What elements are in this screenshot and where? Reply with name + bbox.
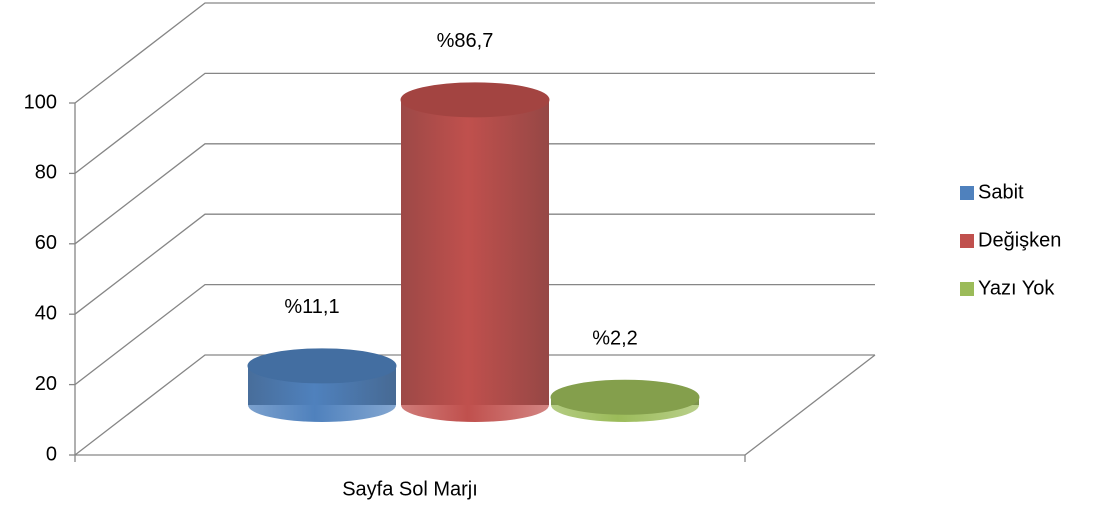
legend-swatch — [960, 186, 974, 200]
cylinder — [401, 99, 549, 422]
y-tick-label: 0 — [46, 443, 57, 465]
grid-line — [74, 72, 875, 174]
cylinder-top — [247, 348, 397, 384]
grid-line — [74, 2, 875, 104]
y-tick-label: 100 — [24, 91, 57, 113]
grid-line — [74, 143, 875, 245]
data-label: %11,1 — [284, 296, 339, 318]
legend-swatch — [960, 234, 974, 248]
y-tick-label: 40 — [35, 302, 57, 324]
y-tick-label: 60 — [35, 232, 57, 254]
grid-line — [74, 283, 875, 386]
data-label: %2,2 — [592, 328, 638, 350]
cylinder-top — [550, 379, 700, 415]
cylinder-top — [400, 82, 550, 118]
legend-label: Yazı Yok — [978, 277, 1055, 299]
floor — [744, 354, 876, 456]
legend-swatch — [960, 282, 974, 296]
y-tick-label: 20 — [35, 373, 57, 395]
grid-line — [74, 213, 875, 315]
grid-line — [74, 354, 875, 456]
legend-label: Sabit — [978, 181, 1024, 203]
data-label: %86,7 — [437, 30, 494, 52]
y-tick-label: 80 — [35, 162, 57, 184]
legend-label: Değişken — [978, 229, 1061, 251]
x-tick-label: Sayfa Sol Marjı — [342, 478, 478, 500]
